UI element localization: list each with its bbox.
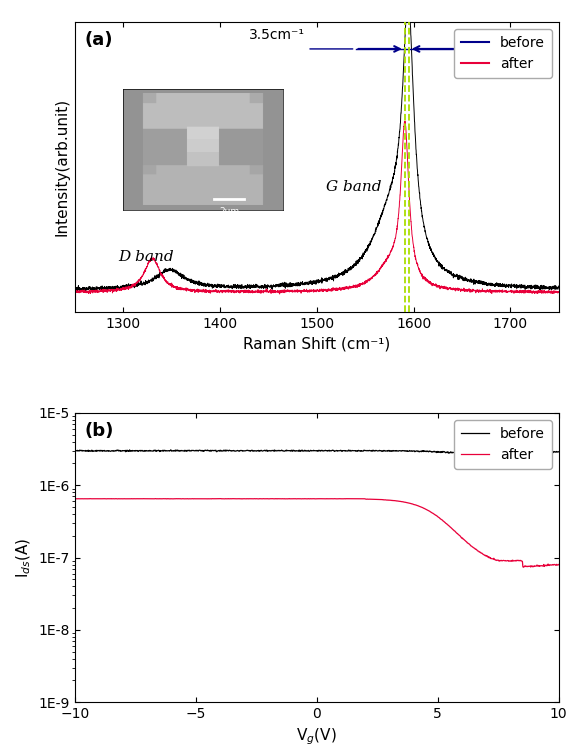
before	[449, 448, 456, 457]
Text: D band: D band	[119, 250, 174, 264]
after	[555, 560, 562, 569]
Y-axis label: I$_{ds}$(A): I$_{ds}$(A)	[15, 537, 33, 577]
before	[404, 446, 411, 455]
before	[458, 449, 465, 458]
before	[285, 446, 292, 455]
Line: after: after	[75, 498, 559, 567]
Text: 3.5cm⁻¹: 3.5cm⁻¹	[249, 28, 305, 42]
after	[449, 524, 456, 533]
Line: before: before	[75, 450, 559, 456]
X-axis label: V$_{g}$(V): V$_{g}$(V)	[297, 727, 337, 747]
before	[268, 447, 275, 456]
Y-axis label: Intensity(arb.unit): Intensity(arb.unit)	[54, 98, 69, 236]
Text: (b): (b)	[85, 421, 114, 439]
after	[122, 495, 128, 503]
after	[458, 533, 465, 542]
X-axis label: Raman Shift (cm⁻¹): Raman Shift (cm⁻¹)	[243, 336, 391, 351]
after	[520, 562, 527, 571]
before	[71, 446, 78, 455]
before	[555, 447, 562, 456]
Legend: before, after: before, after	[454, 29, 552, 78]
Text: G band: G band	[327, 180, 382, 194]
after	[108, 494, 115, 503]
after	[268, 495, 275, 503]
after	[404, 498, 411, 507]
after	[71, 495, 78, 503]
before	[121, 446, 128, 455]
before	[490, 451, 497, 460]
Legend: before, after: before, after	[454, 420, 552, 468]
after	[285, 495, 292, 503]
before	[167, 445, 174, 454]
Text: (a): (a)	[85, 31, 113, 49]
